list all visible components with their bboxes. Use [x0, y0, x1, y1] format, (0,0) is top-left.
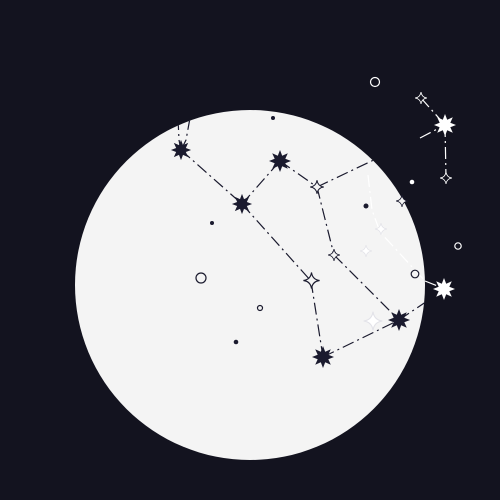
eight-point-star-icon: [388, 309, 410, 331]
dot-icon: [409, 179, 415, 185]
ring-icon: [256, 304, 264, 312]
ring-icon: [195, 272, 207, 284]
ring-icon: [454, 242, 462, 250]
eight-point-star-icon: [433, 278, 455, 300]
moon-rings: [195, 269, 420, 312]
dot-icon: [210, 221, 214, 225]
moon-dots: [210, 116, 369, 345]
sky-dots: [369, 76, 462, 250]
dot-icon: [363, 203, 369, 209]
eight-point-star-icon: [269, 150, 291, 172]
eight-point-star-icon: [170, 139, 192, 161]
ring-icon: [410, 269, 420, 279]
eight-point-star-icon: [312, 346, 334, 368]
dot-icon: [233, 339, 239, 345]
ring-icon: [369, 76, 381, 88]
eight-point-star-icon: [434, 114, 456, 136]
moon-disc: [75, 110, 425, 460]
dot-icon: [271, 116, 275, 120]
eight-point-star-icon: [231, 193, 253, 215]
